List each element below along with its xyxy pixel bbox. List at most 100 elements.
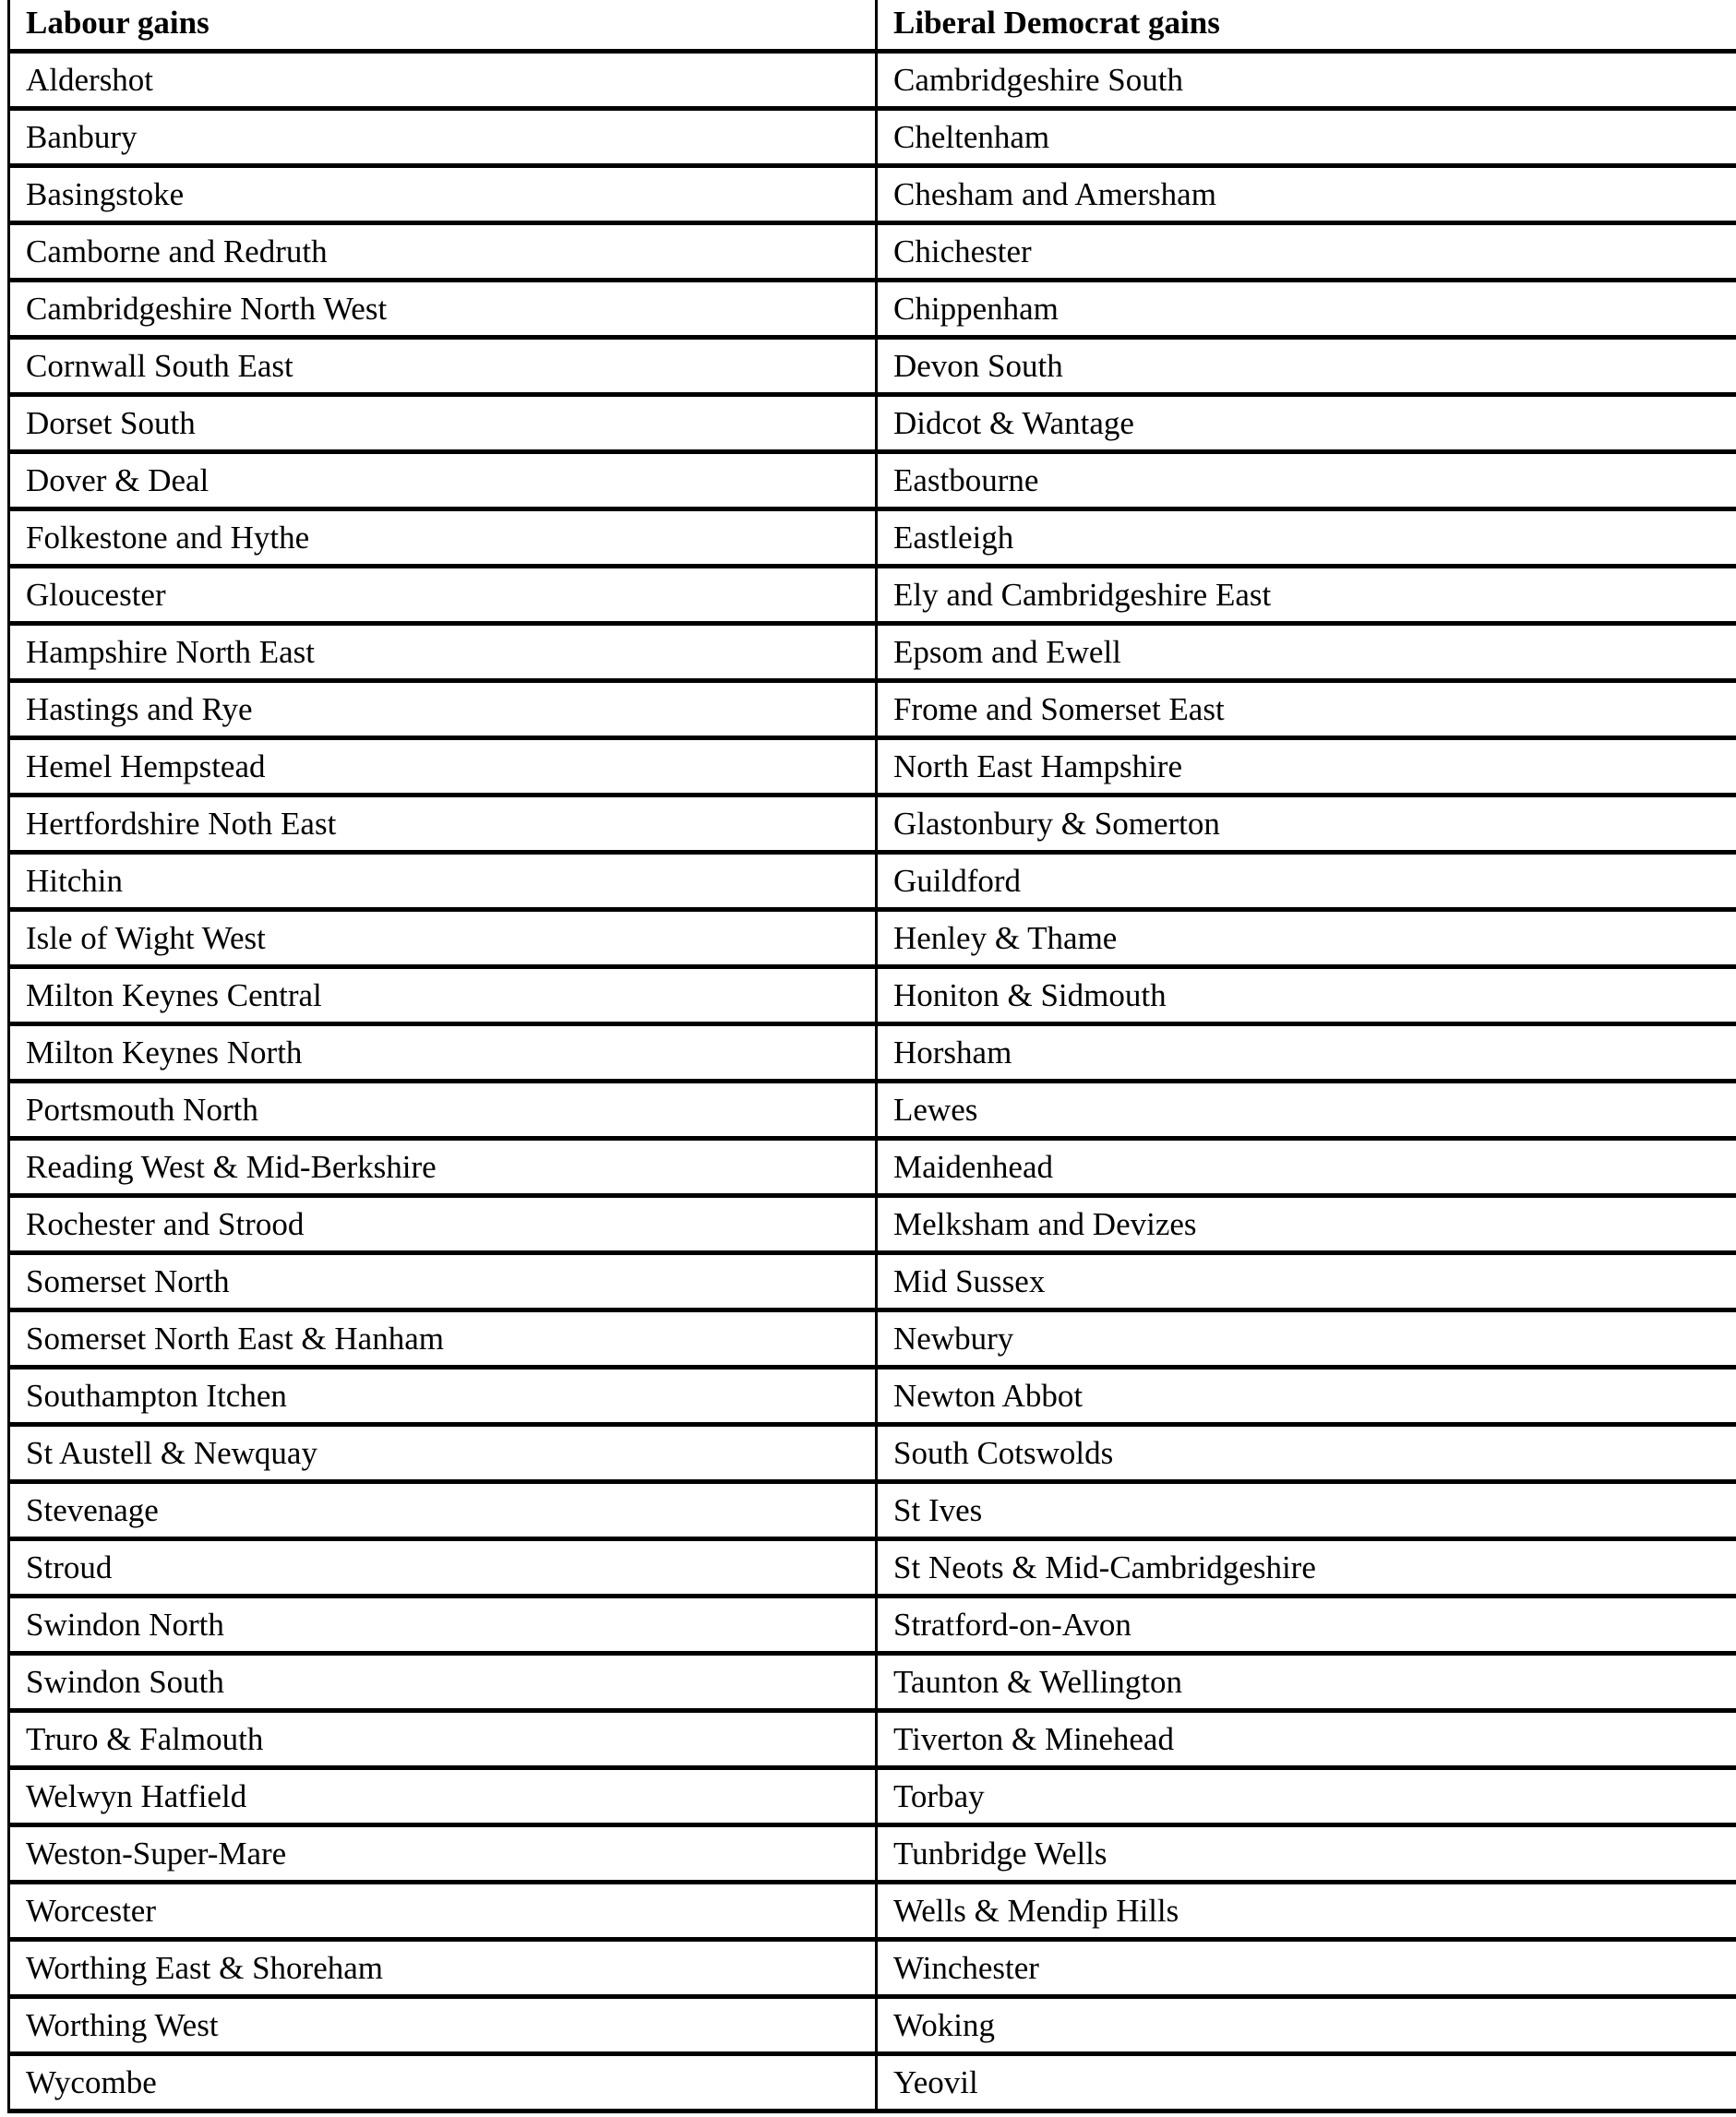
labour-gain-cell: Truro & Falmouth xyxy=(7,1710,878,1770)
labour-gain-cell: Worcester xyxy=(7,1882,878,1942)
libdem-gain-cell: Epsom and Ewell xyxy=(875,623,1736,683)
table-row: Banbury Cheltenham xyxy=(7,108,1736,168)
table-row: Hampshire North East Epsom and Ewell xyxy=(7,623,1736,683)
table-row: Camborne and Redruth Chichester xyxy=(7,222,1736,282)
table-row: Gloucester Ely and Cambridgeshire East xyxy=(7,566,1736,626)
labour-gain-cell: Dorset South xyxy=(7,394,878,454)
labour-gain-cell: Hampshire North East xyxy=(7,623,878,683)
libdem-gain-cell: St Ives xyxy=(875,1481,1736,1541)
labour-gain-cell: Hertfordshire Noth East xyxy=(7,795,878,855)
libdem-gain-cell: North East Hampshire xyxy=(875,737,1736,797)
libdem-gain-cell: Tiverton & Minehead xyxy=(875,1710,1736,1770)
libdem-gain-cell: Wells & Mendip Hills xyxy=(875,1882,1736,1942)
table-row: Truro & Falmouth Tiverton & Minehead xyxy=(7,1710,1736,1770)
table-row: Milton Keynes Central Honiton & Sidmouth xyxy=(7,966,1736,1026)
libdem-gain-cell: Henley & Thame xyxy=(875,909,1736,969)
labour-gain-cell: Milton Keynes North xyxy=(7,1023,878,1083)
libdem-gain-cell: Honiton & Sidmouth xyxy=(875,966,1736,1026)
table-row: Worthing West Woking xyxy=(7,1996,1736,2056)
labour-gain-cell: Hitchin xyxy=(7,852,878,912)
gains-table: Labour gains Liberal Democrat gains Alde… xyxy=(7,0,1736,2113)
table-row: Dover & Deal Eastbourne xyxy=(7,451,1736,511)
labour-gain-cell: Rochester and Strood xyxy=(7,1195,878,1255)
table-row: Stevenage St Ives xyxy=(7,1481,1736,1541)
labour-gain-cell: Folkestone and Hythe xyxy=(7,508,878,568)
libdem-gain-cell: Guildford xyxy=(875,852,1736,912)
libdem-gain-cell: Eastleigh xyxy=(875,508,1736,568)
libdem-gain-cell: Frome and Somerset East xyxy=(875,680,1736,740)
table-row: Hertfordshire Noth East Glastonbury & Som… xyxy=(7,795,1736,855)
libdem-gain-cell: Maidenhead xyxy=(875,1138,1736,1198)
labour-gain-cell: Isle of Wight West xyxy=(7,909,878,969)
labour-gain-cell: Somerset North East & Hanham xyxy=(7,1310,878,1369)
labour-gain-cell: Stevenage xyxy=(7,1481,878,1541)
header-row: Labour gains Liberal Democrat gains xyxy=(7,0,1736,54)
libdem-gain-cell: Winchester xyxy=(875,1939,1736,1999)
table-row: Aldershot Cambridgeshire South xyxy=(7,51,1736,111)
libdem-gain-cell: Stratford-on-Avon xyxy=(875,1596,1736,1656)
table-row: Portsmouth North Lewes xyxy=(7,1081,1736,1141)
labour-gain-cell: Reading West & Mid-Berkshire xyxy=(7,1138,878,1198)
labour-gain-cell: Aldershot xyxy=(7,51,878,111)
libdem-gain-cell: Cambridgeshire South xyxy=(875,51,1736,111)
table-row: Dorset South Didcot & Wantage xyxy=(7,394,1736,454)
libdem-gain-cell: Didcot & Wantage xyxy=(875,394,1736,454)
table-row: Swindon South Taunton & Wellington xyxy=(7,1653,1736,1713)
labour-gain-cell: Wycombe xyxy=(7,2053,878,2113)
table-row: Hitchin Guildford xyxy=(7,852,1736,912)
libdem-gain-cell: St Neots & Mid-Cambridgeshire xyxy=(875,1538,1736,1598)
libdem-gain-cell: Devon South xyxy=(875,337,1736,397)
table-row: Worthing East & Shoreham Winchester xyxy=(7,1939,1736,1999)
labour-gain-cell: Worthing East & Shoreham xyxy=(7,1939,878,1999)
libdem-gain-cell: Yeovil xyxy=(875,2053,1736,2113)
libdem-gain-cell: Tunbridge Wells xyxy=(875,1824,1736,1884)
table-row: Hemel Hempstead North East Hampshire xyxy=(7,737,1736,797)
labour-gain-cell: Basingstoke xyxy=(7,165,878,225)
labour-gain-cell: Weston-Super-Mare xyxy=(7,1824,878,1884)
libdem-gain-cell: Taunton & Wellington xyxy=(875,1653,1736,1713)
libdem-gain-cell: Melksham and Devizes xyxy=(875,1195,1736,1255)
table-row: Basingstoke Chesham and Amersham xyxy=(7,165,1736,225)
header-labour-gains: Labour gains xyxy=(7,0,878,54)
libdem-gain-cell: Chippenham xyxy=(875,280,1736,340)
labour-gain-cell: Swindon North xyxy=(7,1596,878,1656)
libdem-gain-cell: South Cotswolds xyxy=(875,1424,1736,1484)
labour-gain-cell: Somerset North xyxy=(7,1252,878,1312)
libdem-gain-cell: Mid Sussex xyxy=(875,1252,1736,1312)
libdem-gain-cell: Horsham xyxy=(875,1023,1736,1083)
labour-gain-cell: Cambridgeshire North West xyxy=(7,280,878,340)
labour-gain-cell: St Austell & Newquay xyxy=(7,1424,878,1484)
table-row: Cambridgeshire North West Chippenham xyxy=(7,280,1736,340)
labour-gain-cell: Worthing West xyxy=(7,1996,878,2056)
table-row: Southampton Itchen Newton Abbot xyxy=(7,1367,1736,1427)
table-row: Hastings and Rye Frome and Somerset East xyxy=(7,680,1736,740)
libdem-gain-cell: Eastbourne xyxy=(875,451,1736,511)
labour-gain-cell: Portsmouth North xyxy=(7,1081,878,1141)
libdem-gain-cell: Torbay xyxy=(875,1767,1736,1827)
table-row: St Austell & Newquay South Cotswolds xyxy=(7,1424,1736,1484)
table-row: Wycombe Yeovil xyxy=(7,2053,1736,2113)
labour-gain-cell: Gloucester xyxy=(7,566,878,626)
libdem-gain-cell: Lewes xyxy=(875,1081,1736,1141)
table-row: Folkestone and Hythe Eastleigh xyxy=(7,508,1736,568)
table-row: Cornwall South East Devon South xyxy=(7,337,1736,397)
labour-gain-cell: Swindon South xyxy=(7,1653,878,1713)
libdem-gain-cell: Chesham and Amersham xyxy=(875,165,1736,225)
libdem-gain-cell: Newton Abbot xyxy=(875,1367,1736,1427)
table-row: Rochester and Strood Melksham and Devizes xyxy=(7,1195,1736,1255)
table-row: Isle of Wight West Henley & Thame xyxy=(7,909,1736,969)
libdem-gain-cell: Glastonbury & Somerton xyxy=(875,795,1736,855)
table-row: Worcester Wells & Mendip Hills xyxy=(7,1882,1736,1942)
labour-gain-cell: Hemel Hempstead xyxy=(7,737,878,797)
libdem-gain-cell: Chichester xyxy=(875,222,1736,282)
table-row: Milton Keynes North Horsham xyxy=(7,1023,1736,1083)
table-row: Weston-Super-Mare Tunbridge Wells xyxy=(7,1824,1736,1884)
labour-gain-cell: Milton Keynes Central xyxy=(7,966,878,1026)
labour-gain-cell: Southampton Itchen xyxy=(7,1367,878,1427)
labour-gain-cell: Welwyn Hatfield xyxy=(7,1767,878,1827)
libdem-gain-cell: Ely and Cambridgeshire East xyxy=(875,566,1736,626)
labour-gain-cell: Hastings and Rye xyxy=(7,680,878,740)
table-row: Reading West & Mid-Berkshire Maidenhead xyxy=(7,1138,1736,1198)
table-row: Stroud St Neots & Mid-Cambridgeshire xyxy=(7,1538,1736,1598)
libdem-gain-cell: Cheltenham xyxy=(875,108,1736,168)
